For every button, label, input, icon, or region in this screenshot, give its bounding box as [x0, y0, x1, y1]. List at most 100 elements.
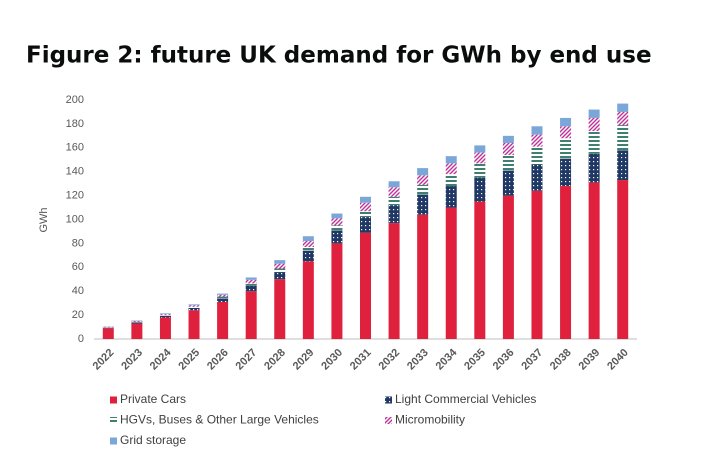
bar-segment [274, 279, 286, 339]
x-tick-label: 2028 [262, 347, 288, 373]
bar-segment [445, 163, 457, 175]
bar-segment [531, 134, 543, 147]
bar-segment [417, 214, 429, 339]
x-tick-label: 2032 [376, 347, 402, 373]
bar-segment [102, 326, 114, 328]
x-tick-label: 2025 [176, 347, 202, 373]
bar-segment [474, 177, 486, 202]
bar-segment [588, 182, 600, 339]
bar-segment [588, 131, 600, 154]
bar-segment [302, 246, 314, 251]
x-tick-label: 2033 [405, 347, 431, 373]
bar-segment [360, 196, 371, 203]
bar-segment [588, 153, 600, 183]
bar-segment [531, 126, 543, 135]
bar-segment [388, 196, 400, 206]
legend-label: Light Commercial Vehicles [395, 392, 536, 406]
bar-segment [560, 117, 572, 127]
bar-segment [159, 317, 171, 339]
bar-segment [445, 207, 457, 339]
bar-segment [445, 156, 457, 164]
bar-segment [560, 138, 572, 159]
bar-segment [188, 307, 200, 311]
bar-segment [360, 211, 371, 218]
x-tick-label: 2029 [291, 347, 317, 373]
bar-segment [217, 296, 229, 299]
y-tick-label: 40 [72, 285, 84, 297]
bar-segment [245, 291, 257, 339]
bar-segment [217, 294, 229, 297]
bar-segment [417, 194, 429, 215]
bar-segment [617, 111, 629, 126]
bar-segment [388, 187, 400, 197]
bar-segment [502, 143, 514, 155]
x-tick-label: 2024 [148, 346, 174, 372]
bar-segment [188, 305, 200, 307]
bar-segment [588, 117, 600, 132]
bar-segment [502, 195, 514, 339]
bar-segment [245, 277, 257, 280]
bar-segment [302, 236, 314, 242]
y-tick-label: 0 [78, 333, 84, 345]
bar-segment [131, 320, 143, 322]
bar-segment [274, 268, 286, 273]
bar-segment [131, 321, 143, 323]
bar-segment [560, 186, 572, 339]
bar-segment [531, 164, 543, 191]
bar-segment [331, 230, 343, 244]
x-tick-label: 2030 [319, 347, 345, 373]
bar-segment [188, 306, 200, 308]
y-tick-label: 160 [66, 142, 84, 154]
bar-segment [617, 150, 629, 181]
bar-segment [474, 145, 486, 153]
y-tick-label: 60 [72, 261, 84, 273]
bar-segment [388, 223, 400, 339]
bar-segment [274, 260, 286, 264]
legend-swatch [385, 396, 392, 404]
bar-segment [417, 168, 429, 176]
bar-segment [617, 125, 629, 151]
bar-segment [302, 241, 314, 247]
bar-segment [188, 310, 200, 339]
x-tick-label: 2040 [605, 347, 631, 373]
legend-swatch [110, 396, 117, 404]
x-tick-label: 2027 [234, 347, 260, 373]
bar-segment [560, 158, 572, 187]
bar-segment [502, 170, 514, 196]
x-tick-label: 2026 [205, 347, 231, 373]
bar-segment [159, 314, 171, 316]
bar-segment [159, 313, 171, 314]
bar-segment [245, 285, 257, 292]
x-tick-label: 2023 [119, 347, 145, 373]
x-tick-label: 2036 [491, 347, 517, 373]
bar-segment [331, 213, 343, 219]
legend-label: HGVs, Buses & Other Large Vehicles [120, 413, 319, 427]
x-tick-label: 2038 [548, 347, 574, 373]
y-axis-label: GWh [38, 207, 50, 232]
bar-segment [617, 103, 629, 112]
y-tick-label: 100 [66, 213, 84, 225]
bar-segment [331, 225, 343, 231]
y-tick-label: 80 [72, 237, 84, 249]
y-tick-label: 140 [66, 166, 84, 178]
bar-segment [131, 323, 143, 339]
bar-segment [302, 250, 314, 262]
bar-segment [617, 180, 629, 339]
bar-segment [560, 126, 572, 139]
bar-segment [102, 327, 114, 329]
bar-segment [388, 181, 400, 188]
bar-segment [360, 232, 371, 339]
bar-segment [331, 218, 343, 226]
bar-segment [188, 304, 200, 306]
bar-segment [474, 152, 486, 164]
legend-swatch [110, 417, 117, 424]
bar-segment [274, 272, 286, 280]
bar-segment [502, 154, 514, 171]
bar-segment [445, 186, 457, 208]
y-tick-label: 120 [66, 190, 84, 202]
bar-segment [331, 243, 343, 339]
bar-segment [502, 135, 514, 144]
bar-segment [102, 328, 114, 339]
bar-segment [445, 174, 457, 187]
